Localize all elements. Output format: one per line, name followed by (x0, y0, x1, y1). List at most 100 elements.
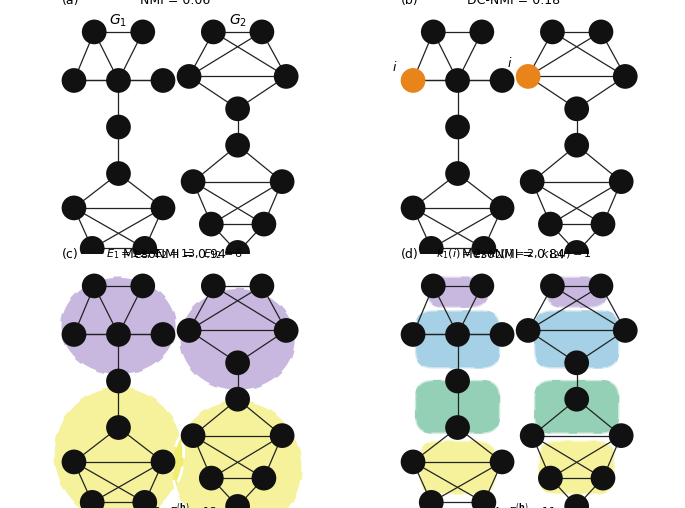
Circle shape (274, 64, 299, 89)
Text: (b): (b) (401, 0, 419, 7)
Text: MesoNMI = 0.94: MesoNMI = 0.94 (123, 248, 226, 261)
Circle shape (401, 450, 425, 474)
Circle shape (225, 494, 250, 508)
Circle shape (490, 68, 514, 93)
Circle shape (201, 19, 225, 44)
Text: $B = 4, \; E_{12}^{(\mathbf{b})} = 11$: $B = 4, \; E_{12}^{(\mathbf{b})} = 11$ (471, 501, 556, 508)
Circle shape (613, 64, 638, 89)
Circle shape (419, 236, 444, 261)
Circle shape (106, 369, 131, 393)
Circle shape (201, 273, 225, 298)
FancyBboxPatch shape (419, 440, 496, 494)
Circle shape (225, 97, 250, 121)
Ellipse shape (53, 387, 184, 508)
Circle shape (199, 466, 224, 490)
Circle shape (445, 322, 470, 347)
Circle shape (469, 273, 494, 298)
Circle shape (445, 415, 470, 440)
Circle shape (274, 318, 299, 343)
Circle shape (62, 68, 86, 93)
Circle shape (564, 97, 589, 121)
Circle shape (564, 494, 589, 508)
Circle shape (225, 387, 250, 411)
Circle shape (80, 236, 105, 261)
Circle shape (106, 322, 131, 347)
FancyBboxPatch shape (538, 440, 615, 494)
Circle shape (225, 240, 250, 265)
Ellipse shape (179, 288, 296, 391)
Circle shape (590, 466, 615, 490)
Text: $B = 2, \; E_{12}^{(\mathbf{b})} = 12$: $B = 2, \; E_{12}^{(\mathbf{b})} = 12$ (132, 501, 217, 508)
Circle shape (590, 212, 615, 236)
Text: DC-NMI = 0.18: DC-NMI = 0.18 (467, 0, 560, 7)
Circle shape (106, 161, 131, 186)
Circle shape (251, 466, 276, 490)
Circle shape (62, 322, 86, 347)
Circle shape (538, 466, 563, 490)
FancyBboxPatch shape (426, 276, 489, 308)
Circle shape (421, 273, 446, 298)
Circle shape (564, 387, 589, 411)
Circle shape (181, 423, 206, 448)
Circle shape (62, 196, 86, 220)
Text: NMI = 0.06: NMI = 0.06 (140, 0, 210, 7)
Circle shape (490, 450, 514, 474)
Circle shape (445, 115, 470, 139)
Circle shape (225, 133, 250, 157)
Circle shape (151, 450, 175, 474)
Circle shape (151, 196, 175, 220)
Circle shape (249, 19, 274, 44)
Circle shape (106, 415, 131, 440)
Circle shape (564, 240, 589, 265)
Circle shape (177, 318, 201, 343)
Circle shape (613, 318, 638, 343)
Circle shape (538, 212, 563, 236)
Circle shape (251, 212, 276, 236)
Text: (a): (a) (62, 0, 79, 7)
Text: (c): (c) (62, 248, 79, 261)
Circle shape (471, 490, 496, 508)
Circle shape (445, 369, 470, 393)
Text: $i$: $i$ (392, 60, 397, 74)
Circle shape (82, 273, 107, 298)
Circle shape (588, 19, 613, 44)
Circle shape (609, 169, 634, 194)
Circle shape (471, 236, 496, 261)
Circle shape (490, 322, 514, 347)
FancyBboxPatch shape (534, 380, 619, 434)
Circle shape (445, 161, 470, 186)
Circle shape (516, 318, 540, 343)
FancyBboxPatch shape (534, 310, 619, 369)
FancyBboxPatch shape (545, 276, 608, 308)
FancyBboxPatch shape (415, 310, 500, 369)
Circle shape (401, 196, 425, 220)
Ellipse shape (173, 400, 303, 508)
Circle shape (469, 19, 494, 44)
Circle shape (249, 273, 274, 298)
Circle shape (270, 423, 295, 448)
Circle shape (82, 19, 107, 44)
FancyBboxPatch shape (415, 380, 500, 434)
Circle shape (225, 351, 250, 375)
Circle shape (106, 115, 131, 139)
Circle shape (151, 322, 175, 347)
Circle shape (132, 490, 157, 508)
Circle shape (520, 423, 545, 448)
Circle shape (151, 68, 175, 93)
Text: $G_1$: $G_1$ (110, 12, 127, 29)
Text: $i$: $i$ (507, 56, 512, 70)
Circle shape (181, 169, 206, 194)
Text: $E_1 = 12, \; E_2 = 13, \; E_{12} = 6$: $E_1 = 12, \; E_2 = 13, \; E_{12} = 6$ (106, 247, 243, 261)
Circle shape (62, 450, 86, 474)
Text: MesoNMI = 0.84: MesoNMI = 0.84 (462, 248, 565, 261)
Circle shape (270, 169, 295, 194)
Circle shape (132, 236, 157, 261)
Circle shape (609, 423, 634, 448)
Circle shape (106, 68, 131, 93)
Text: (d): (d) (401, 248, 419, 261)
Circle shape (419, 490, 444, 508)
Circle shape (588, 273, 613, 298)
Circle shape (540, 19, 564, 44)
Circle shape (177, 64, 201, 89)
Circle shape (80, 490, 105, 508)
